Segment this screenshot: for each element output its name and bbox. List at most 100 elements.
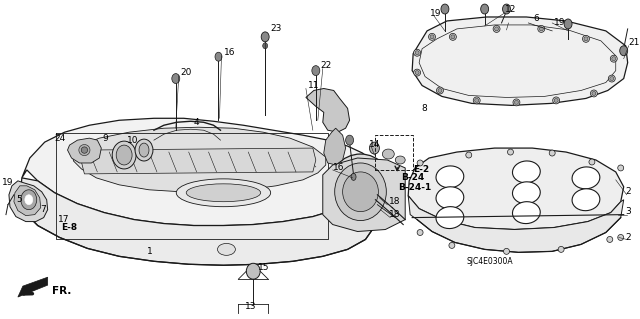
Ellipse shape: [429, 33, 435, 40]
Text: 24: 24: [54, 134, 66, 143]
Ellipse shape: [508, 149, 513, 155]
Ellipse shape: [396, 156, 405, 164]
Polygon shape: [323, 158, 405, 232]
Text: 17: 17: [58, 215, 69, 224]
Ellipse shape: [495, 27, 499, 31]
Ellipse shape: [610, 77, 614, 80]
Text: 21: 21: [628, 38, 640, 47]
Text: SJC4E0300A: SJC4E0300A: [467, 257, 513, 266]
Ellipse shape: [513, 202, 540, 224]
Text: 19: 19: [2, 178, 13, 187]
Ellipse shape: [261, 32, 269, 42]
Ellipse shape: [351, 174, 356, 180]
Ellipse shape: [493, 26, 500, 32]
Ellipse shape: [342, 172, 378, 211]
Text: 4: 4: [194, 118, 199, 127]
Polygon shape: [14, 186, 41, 216]
Ellipse shape: [436, 87, 444, 94]
Ellipse shape: [415, 51, 419, 55]
Text: B-24: B-24: [401, 173, 424, 182]
Ellipse shape: [79, 145, 90, 156]
Ellipse shape: [513, 161, 540, 183]
Text: 16: 16: [223, 48, 235, 57]
Ellipse shape: [218, 243, 236, 255]
Ellipse shape: [540, 27, 543, 31]
Ellipse shape: [436, 187, 464, 209]
Text: 12: 12: [504, 4, 516, 13]
Ellipse shape: [515, 100, 518, 104]
Text: 10: 10: [127, 136, 139, 145]
Ellipse shape: [449, 33, 456, 40]
Ellipse shape: [335, 163, 387, 220]
Ellipse shape: [417, 160, 423, 166]
Ellipse shape: [466, 152, 472, 158]
Ellipse shape: [346, 135, 353, 145]
Ellipse shape: [413, 69, 420, 76]
Text: E-8: E-8: [61, 223, 77, 232]
Text: 1: 1: [147, 247, 153, 256]
Ellipse shape: [584, 37, 588, 41]
Ellipse shape: [25, 195, 33, 205]
Ellipse shape: [436, 166, 464, 188]
Ellipse shape: [438, 88, 442, 93]
Text: 7: 7: [40, 205, 45, 214]
Text: E-2: E-2: [413, 166, 429, 174]
Text: 14: 14: [369, 140, 381, 149]
Ellipse shape: [592, 92, 596, 95]
Ellipse shape: [81, 147, 88, 153]
Ellipse shape: [612, 57, 616, 61]
Ellipse shape: [620, 46, 628, 56]
Text: 8: 8: [421, 104, 427, 113]
Ellipse shape: [558, 246, 564, 252]
Text: 9: 9: [102, 134, 108, 143]
Bar: [376, 135, 413, 170]
Ellipse shape: [618, 234, 624, 241]
Ellipse shape: [611, 55, 617, 62]
Polygon shape: [81, 148, 316, 174]
Text: 11: 11: [308, 81, 319, 90]
Ellipse shape: [582, 35, 589, 42]
Ellipse shape: [554, 99, 558, 102]
Ellipse shape: [262, 43, 268, 49]
Ellipse shape: [449, 242, 455, 249]
Text: 19: 19: [554, 19, 566, 27]
Ellipse shape: [591, 90, 597, 97]
Polygon shape: [324, 128, 346, 165]
Text: B-24-1: B-24-1: [398, 183, 431, 192]
Ellipse shape: [553, 97, 559, 104]
Text: 3: 3: [626, 207, 632, 216]
Ellipse shape: [21, 190, 36, 210]
Polygon shape: [22, 118, 376, 226]
Ellipse shape: [618, 165, 624, 171]
Polygon shape: [20, 178, 372, 265]
Polygon shape: [408, 148, 624, 229]
Ellipse shape: [172, 74, 180, 84]
Ellipse shape: [564, 19, 572, 29]
Ellipse shape: [135, 139, 153, 161]
Ellipse shape: [382, 149, 394, 159]
Text: 19: 19: [430, 9, 442, 18]
Ellipse shape: [215, 52, 222, 61]
Ellipse shape: [369, 142, 380, 154]
Ellipse shape: [608, 75, 615, 82]
Text: 18: 18: [389, 197, 401, 206]
Text: 2: 2: [626, 187, 631, 196]
Ellipse shape: [430, 35, 434, 39]
Text: 6: 6: [533, 14, 539, 24]
Ellipse shape: [312, 66, 320, 76]
Text: 5: 5: [16, 195, 22, 204]
Text: 2: 2: [626, 233, 631, 242]
Ellipse shape: [451, 35, 455, 39]
Ellipse shape: [473, 97, 480, 104]
Ellipse shape: [538, 26, 545, 32]
Ellipse shape: [572, 167, 600, 189]
Polygon shape: [408, 196, 624, 252]
Ellipse shape: [139, 143, 149, 157]
Ellipse shape: [112, 141, 136, 169]
Ellipse shape: [186, 184, 260, 202]
Polygon shape: [18, 277, 47, 297]
Ellipse shape: [436, 207, 464, 228]
Text: 15: 15: [258, 263, 269, 272]
Ellipse shape: [246, 263, 260, 279]
Ellipse shape: [481, 4, 488, 14]
